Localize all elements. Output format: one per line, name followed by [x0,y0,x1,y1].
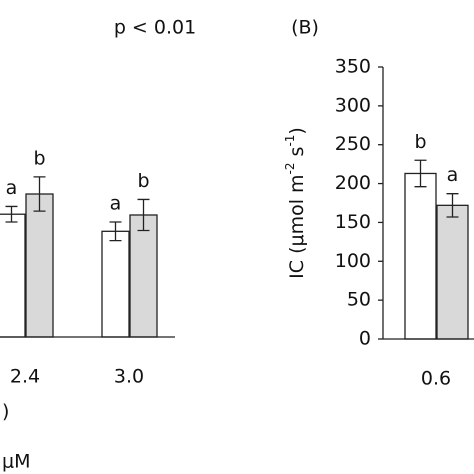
x-tick-label: 3.0 [114,366,144,388]
panel-title: (B) [291,17,319,39]
bar [0,213,26,338]
y-label-sup: -2 [283,163,297,175]
y-label-part: IC (μmol m [286,174,308,278]
error-bar [414,159,427,188]
y-label-sup: -1 [283,135,297,147]
y-label-part: s [286,147,308,163]
y-label-part: ) [286,127,308,134]
y-tick-label: 300 [335,94,371,116]
y-axis-label: IC (μmol m-2 s-1) [283,127,308,279]
y-tick-label: 200 [335,172,371,194]
error-bar [5,205,18,223]
x-tick-label: 0.6 [421,368,451,390]
y-tick-label: 100 [335,250,371,272]
bar [101,230,130,338]
annotation: p < 0.01 [114,17,196,39]
significance-letter: a [6,177,18,199]
significance-letter: a [110,192,122,214]
annotation: μM [2,451,30,473]
error-bar [137,198,150,232]
y-tick-label: 0 [359,328,371,350]
annotation: ) [2,401,9,423]
y-tick-label: 50 [347,289,371,311]
x-tick-label: 2.4 [10,366,40,388]
error-bar [446,193,459,218]
significance-letter: b [33,147,45,169]
error-bar [109,221,122,242]
significance-letter: b [137,170,149,192]
bar [25,193,54,338]
significance-letter: b [414,131,426,153]
error-bar [33,176,46,212]
significance-letter: a [447,164,459,186]
bar [404,172,437,340]
y-tick-label: 350 [335,56,371,78]
y-tick-label: 250 [335,133,371,155]
bar [436,204,469,340]
y-tick-label: 150 [335,211,371,233]
bar [129,214,158,338]
